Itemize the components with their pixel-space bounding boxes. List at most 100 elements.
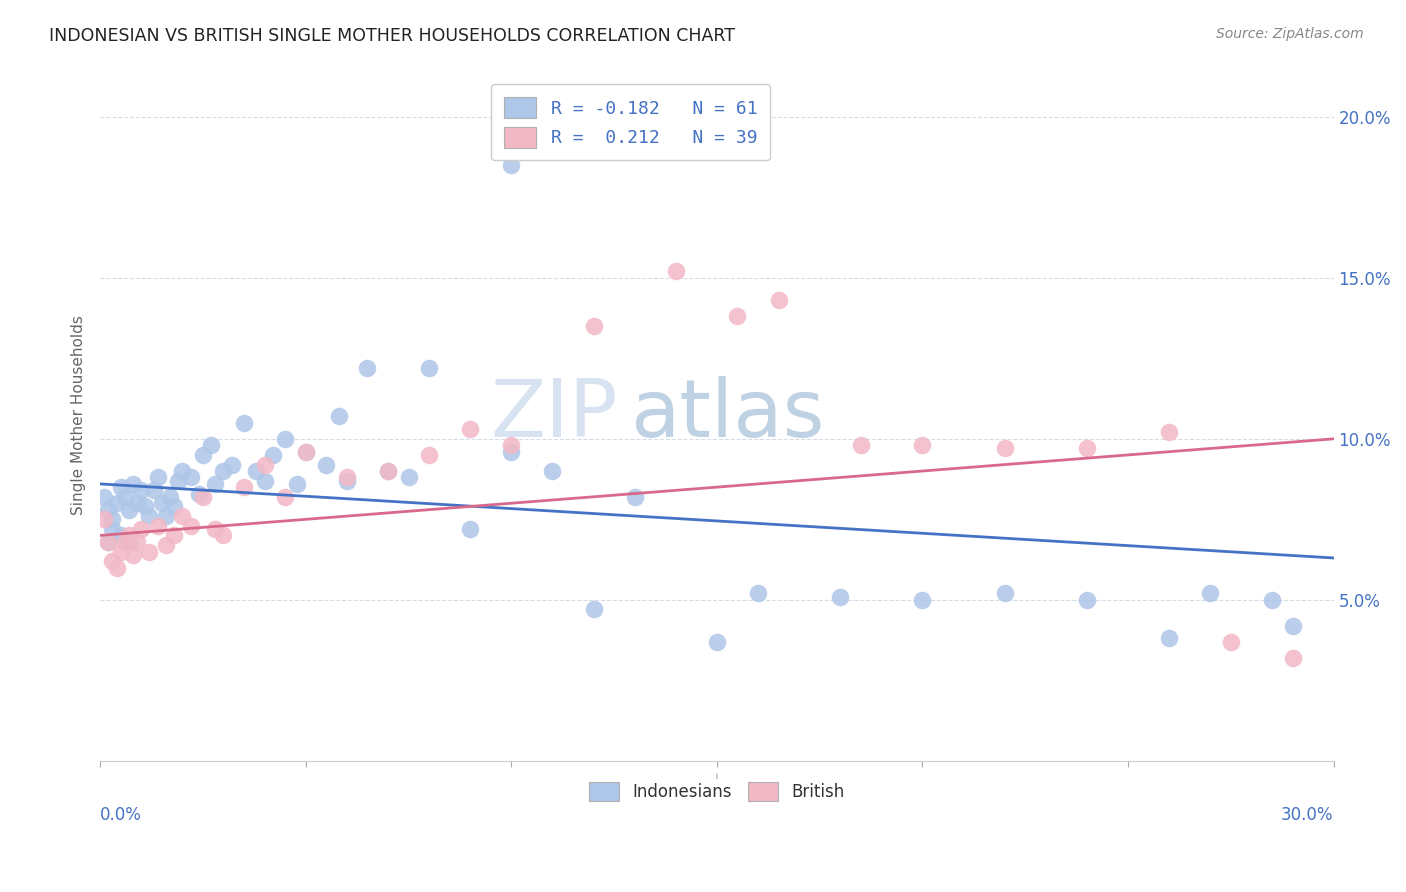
Point	[200, 438, 222, 452]
Point	[911, 438, 934, 452]
Point	[315, 458, 337, 472]
Legend: Indonesians, British: Indonesians, British	[582, 775, 852, 808]
Point	[233, 416, 256, 430]
Point	[191, 448, 214, 462]
Point	[163, 500, 186, 514]
Y-axis label: Single Mother Households: Single Mother Households	[72, 315, 86, 515]
Point	[768, 293, 790, 308]
Point	[97, 534, 120, 549]
Point	[262, 448, 284, 462]
Point	[172, 464, 194, 478]
Point	[1281, 618, 1303, 632]
Point	[336, 474, 359, 488]
Point	[253, 458, 276, 472]
Text: 30.0%: 30.0%	[1281, 805, 1334, 824]
Point	[163, 528, 186, 542]
Point	[155, 509, 177, 524]
Point	[274, 432, 297, 446]
Point	[118, 502, 141, 516]
Point	[328, 409, 350, 424]
Point	[911, 592, 934, 607]
Point	[97, 502, 120, 516]
Point	[849, 438, 872, 452]
Point	[155, 538, 177, 552]
Point	[204, 522, 226, 536]
Point	[245, 464, 267, 478]
Point	[294, 444, 316, 458]
Point	[1076, 442, 1098, 456]
Point	[501, 158, 523, 172]
Text: ZIP: ZIP	[491, 376, 619, 454]
Point	[377, 464, 399, 478]
Point	[127, 496, 149, 510]
Point	[212, 464, 235, 478]
Point	[187, 486, 209, 500]
Point	[212, 528, 235, 542]
Point	[336, 470, 359, 484]
Point	[747, 586, 769, 600]
Point	[221, 458, 243, 472]
Point	[114, 490, 136, 504]
Point	[1199, 586, 1222, 600]
Point	[994, 442, 1017, 456]
Text: atlas: atlas	[630, 376, 825, 454]
Point	[418, 361, 440, 376]
Point	[501, 444, 523, 458]
Point	[172, 509, 194, 524]
Point	[1159, 425, 1181, 440]
Point	[138, 509, 160, 524]
Point	[127, 534, 149, 549]
Point	[101, 554, 124, 568]
Point	[142, 483, 165, 498]
Point	[118, 528, 141, 542]
Point	[665, 264, 688, 278]
Point	[1159, 632, 1181, 646]
Point	[623, 490, 645, 504]
Point	[159, 490, 181, 504]
Point	[1261, 592, 1284, 607]
Point	[541, 464, 564, 478]
Point	[150, 496, 173, 510]
Point	[253, 474, 276, 488]
Point	[110, 544, 132, 558]
Point	[501, 438, 523, 452]
Point	[377, 464, 399, 478]
Point	[101, 512, 124, 526]
Point	[582, 319, 605, 334]
Text: INDONESIAN VS BRITISH SINGLE MOTHER HOUSEHOLDS CORRELATION CHART: INDONESIAN VS BRITISH SINGLE MOTHER HOUS…	[49, 27, 735, 45]
Text: Source: ZipAtlas.com: Source: ZipAtlas.com	[1216, 27, 1364, 41]
Point	[418, 448, 440, 462]
Point	[110, 528, 132, 542]
Point	[134, 500, 156, 514]
Point	[167, 474, 190, 488]
Point	[138, 544, 160, 558]
Point	[146, 470, 169, 484]
Point	[274, 490, 297, 504]
Point	[582, 602, 605, 616]
Point	[706, 634, 728, 648]
Point	[830, 590, 852, 604]
Point	[356, 361, 378, 376]
Point	[191, 490, 214, 504]
Point	[233, 480, 256, 494]
Point	[994, 586, 1017, 600]
Point	[180, 518, 202, 533]
Point	[93, 512, 115, 526]
Point	[110, 480, 132, 494]
Point	[204, 476, 226, 491]
Point	[129, 483, 152, 498]
Point	[129, 522, 152, 536]
Point	[101, 522, 124, 536]
Point	[105, 496, 128, 510]
Point	[1219, 634, 1241, 648]
Point	[146, 518, 169, 533]
Point	[122, 548, 145, 562]
Point	[1281, 650, 1303, 665]
Text: 0.0%: 0.0%	[100, 805, 142, 824]
Point	[97, 534, 120, 549]
Point	[725, 310, 748, 324]
Point	[287, 476, 309, 491]
Point	[118, 534, 141, 549]
Point	[458, 522, 481, 536]
Point	[294, 444, 316, 458]
